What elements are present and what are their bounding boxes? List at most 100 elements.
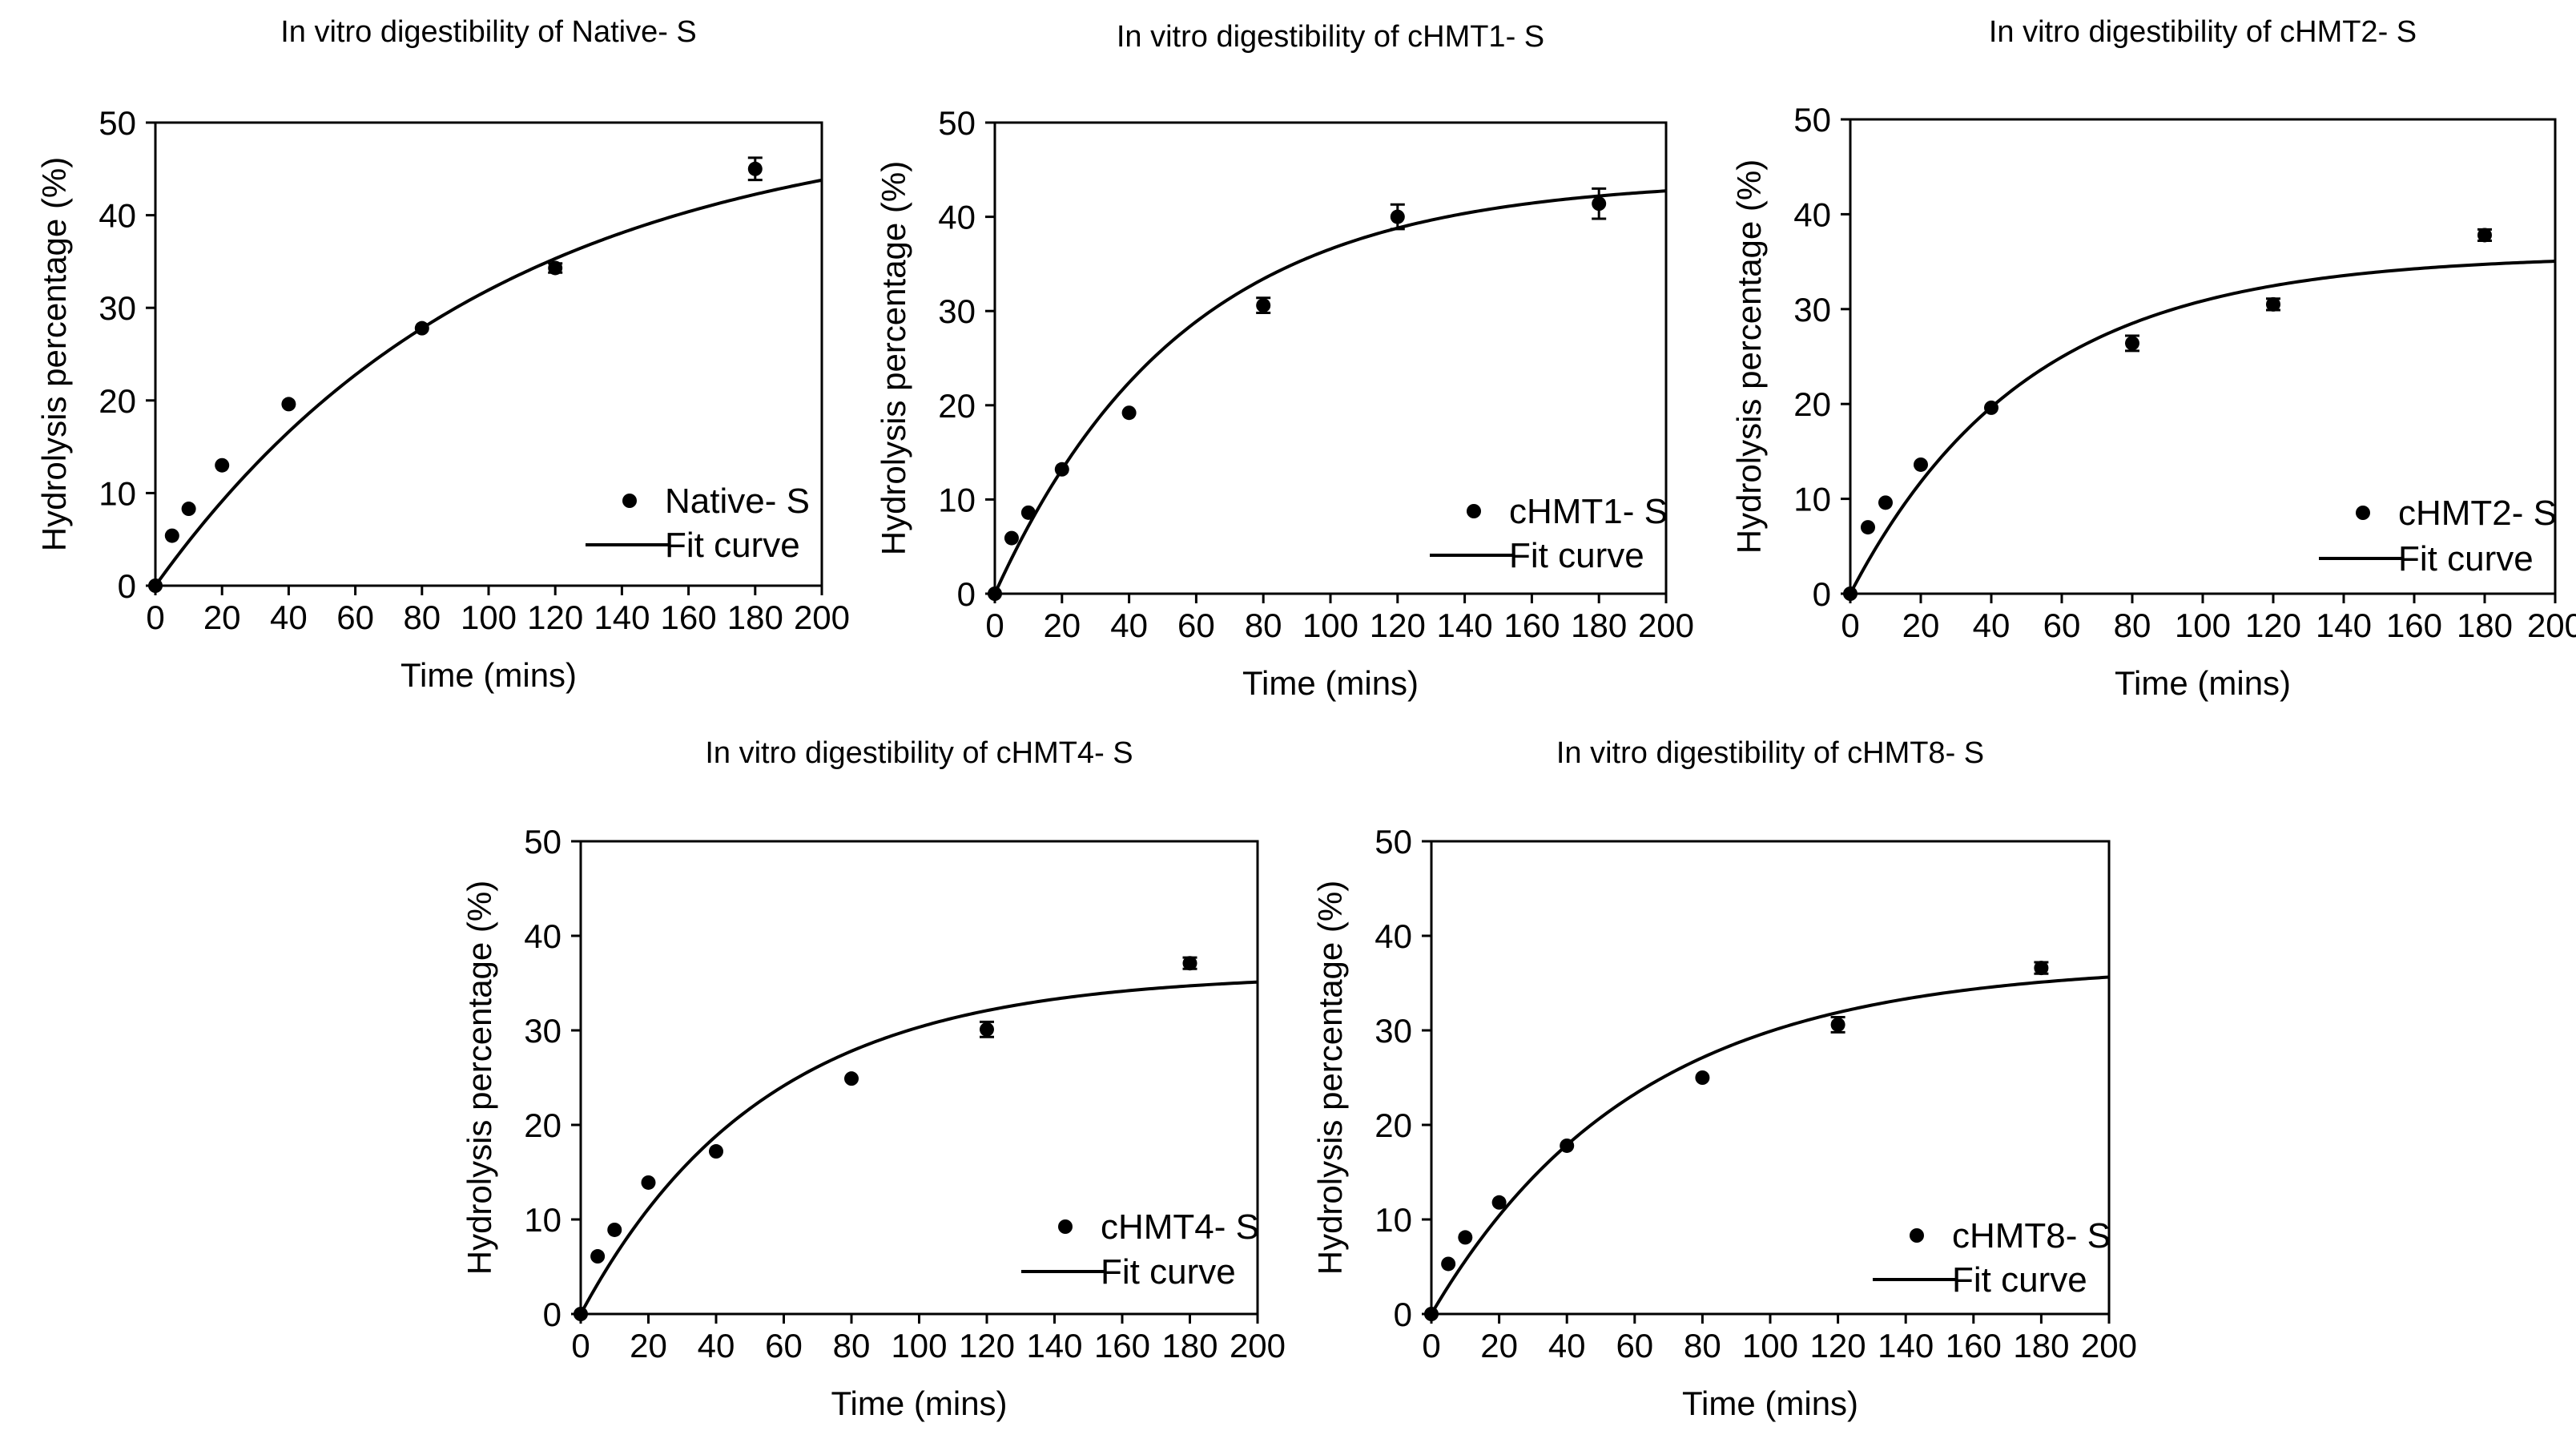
chart-2-data-point (1592, 196, 1607, 212)
chart-1-fit-curve (155, 178, 822, 586)
chart-3-x-tick-label: 20 (1902, 607, 1940, 644)
chart-4-x-tick-label: 160 (1094, 1327, 1150, 1364)
chart-5-y-tick-label: 30 (1375, 1012, 1412, 1050)
chart-4-data-point (641, 1175, 656, 1190)
chart-5-x-tick-label: 20 (1480, 1327, 1518, 1364)
chart-2-x-tick-label: 120 (1370, 607, 1426, 644)
chart-1-legend-series-label: Native- S (665, 482, 810, 521)
chart-5-x-tick-label: 100 (1742, 1327, 1798, 1364)
chart-4-x-tick-label: 120 (959, 1327, 1015, 1364)
chart-2-x-tick-label: 200 (1638, 607, 1694, 644)
chart-5-data-point (1458, 1230, 1473, 1245)
chart-2-y-tick-label: 50 (938, 104, 976, 142)
chart-2-y-tick-label: 10 (938, 481, 976, 518)
chart-4-y-tick-label: 40 (524, 917, 561, 955)
chart-1-y-axis-label: Hydrolysis percentage (%) (35, 157, 73, 552)
chart-4-data-point (607, 1222, 622, 1237)
chart-4-data-point (980, 1022, 994, 1037)
chart-4-x-tick-label: 0 (571, 1327, 590, 1364)
chart-1-y-tick-label: 20 (99, 382, 136, 420)
chart-1-x-tick-label: 100 (461, 599, 517, 636)
chart-3-data-point (2125, 336, 2139, 351)
chart-3-x-tick-label: 140 (2316, 607, 2372, 644)
chart-1-y-tick-label: 40 (99, 197, 136, 235)
chart-4-y-tick-label: 10 (524, 1201, 561, 1239)
chart-3-fit-curve (1850, 260, 2555, 594)
chart-3-y-tick-label: 50 (1793, 101, 1831, 139)
chart-2-x-tick-label: 140 (1437, 607, 1493, 644)
chart-1-y-tick-label: 10 (99, 474, 136, 512)
chart-1-x-tick-label: 40 (270, 599, 308, 636)
chart-1-title: In vitro digestibility of Native- S (280, 15, 697, 49)
chart-5-x-tick-label: 180 (2013, 1327, 2069, 1364)
chart-1-data-point (181, 502, 196, 517)
chart-4-x-tick-label: 60 (765, 1327, 803, 1364)
chart-5-x-tick-label: 60 (1616, 1327, 1653, 1364)
chart-2-x-tick-label: 100 (1302, 607, 1358, 644)
chart-3-x-tick-label: 80 (2114, 607, 2151, 644)
chart-1-x-tick-label: 80 (403, 599, 441, 636)
chart-2-data-point (1390, 209, 1405, 224)
chart-5-y-axis-label: Hydrolysis percentage (%) (1311, 881, 1349, 1276)
chart-4-x-tick-label: 200 (1230, 1327, 1286, 1364)
chart-2-legend-marker (1467, 504, 1481, 518)
chart-5-data-point (1441, 1256, 1456, 1272)
chart-2-title: In vitro digestibility of cHMT1- S (1117, 20, 1544, 54)
chart-1-x-tick-label: 0 (146, 599, 164, 636)
chart-2-legend-fit-label: Fit curve (1509, 536, 1644, 575)
chart-5-data-point (1695, 1070, 1710, 1085)
chart-5-data-point (2034, 961, 2049, 976)
chart-3-x-tick-label: 120 (2245, 607, 2301, 644)
chart-2-x-tick-label: 80 (1245, 607, 1282, 644)
chart-3-data-point (1914, 457, 1928, 472)
chart-3-data-point (1861, 520, 1875, 535)
chart-3-data-point (2266, 296, 2280, 312)
chart-3-x-tick-label: 40 (1973, 607, 2010, 644)
chart-5-data-point (1491, 1195, 1507, 1210)
chart-3-x-tick-label: 180 (2457, 607, 2513, 644)
chart-4-y-tick-label: 30 (524, 1012, 561, 1050)
chart-2-x-axis-label: Time (mins) (1242, 664, 1419, 702)
chart-1-data-point (747, 161, 763, 176)
chart-5-data-point (1830, 1017, 1845, 1032)
chart-4-legend-marker (1058, 1219, 1073, 1234)
chart-4-fit-curve (581, 980, 1258, 1314)
chart-5-title: In vitro digestibility of cHMT8- S (1556, 736, 1984, 770)
chart-1-x-tick-label: 20 (203, 599, 241, 636)
chart-4-x-axis-label: Time (mins) (831, 1384, 1007, 1422)
chart-5-legend-series-label: cHMT8- S (1952, 1216, 2111, 1256)
chart-1-panel: In vitro digestibility of Native- S 0 20 40… (35, 15, 850, 694)
chart-3-data-point (1878, 495, 1893, 510)
chart-3-x-tick-label: 60 (2043, 607, 2081, 644)
chart-3-x-axis-label: Time (mins) (2115, 664, 2291, 702)
chart-2-y-tick-label: 0 (957, 575, 976, 613)
chart-5-fit-curve (1431, 975, 2109, 1314)
chart-3-y-tick-label: 40 (1793, 195, 1831, 233)
chart-5-x-axis-label: Time (mins) (1682, 1384, 1858, 1422)
chart-4-x-tick-label: 80 (833, 1327, 871, 1364)
chart-1-x-axis-label: Time (mins) (400, 656, 577, 694)
chart-2-x-tick-label: 160 (1503, 607, 1560, 644)
chart-4-y-axis-label: Hydrolysis percentage (%) (461, 881, 498, 1276)
chart-5-x-tick-label: 40 (1548, 1327, 1586, 1364)
chart-5-x-tick-label: 0 (1422, 1327, 1440, 1364)
chart-1-y-tick-label: 50 (99, 104, 136, 142)
chart-4-y-tick-label: 50 (524, 823, 561, 861)
chart-2-panel: In vitro digestibility of cHMT1- S 0 20 40 6… (875, 20, 1694, 702)
chart-1-y-tick-label: 30 (99, 289, 136, 327)
chart-2-x-tick-label: 0 (985, 607, 1004, 644)
chart-5-y-tick-label: 10 (1375, 1201, 1412, 1239)
chart-1-legend-marker (622, 494, 637, 508)
chart-5-x-tick-label: 120 (1810, 1327, 1866, 1364)
chart-1-x-tick-label: 160 (661, 599, 717, 636)
chart-2-data-point (1256, 298, 1271, 313)
chart-2-y-tick-label: 40 (938, 199, 976, 236)
chart-4-x-tick-label: 140 (1026, 1327, 1082, 1364)
chart-3-x-tick-label: 100 (2175, 607, 2231, 644)
chart-3-y-tick-label: 10 (1793, 481, 1831, 518)
chart-1-data-point (548, 260, 563, 276)
chart-2-x-tick-label: 40 (1110, 607, 1148, 644)
chart-1-data-point (281, 397, 296, 412)
chart-2-y-tick-label: 20 (938, 387, 976, 425)
chart-4-y-tick-label: 0 (543, 1296, 561, 1333)
